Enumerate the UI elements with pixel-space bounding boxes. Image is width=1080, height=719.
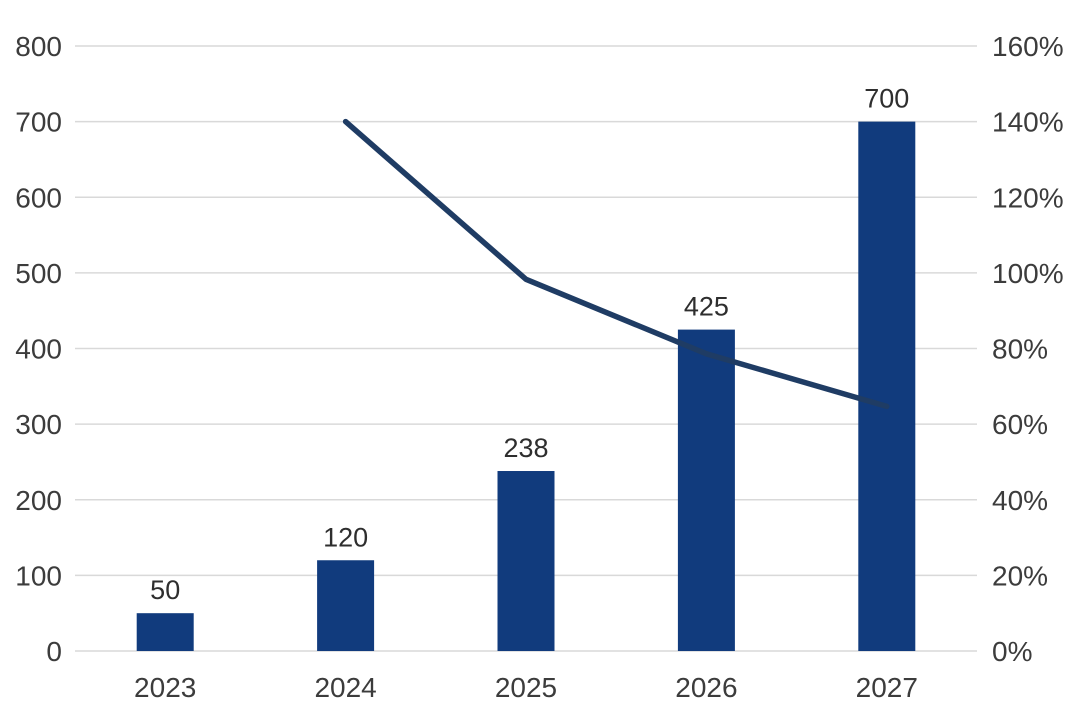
right-axis-tick-label: 100% xyxy=(992,258,1064,289)
bar-value-label: 120 xyxy=(323,522,368,552)
right-axis-tick-label: 120% xyxy=(992,182,1064,213)
bar-2025 xyxy=(497,471,555,651)
left-axis-tick-label: 600 xyxy=(15,182,62,213)
x-axis-label-2026: 2026 xyxy=(675,672,737,703)
x-axis-label-2023: 2023 xyxy=(134,672,196,703)
left-axis-tick-label: 400 xyxy=(15,334,62,365)
bar-2024 xyxy=(317,560,375,651)
right-axis-tick-label: 40% xyxy=(992,485,1048,516)
bar-2026 xyxy=(677,329,735,651)
x-axis-label-2027: 2027 xyxy=(856,672,918,703)
left-axis-tick-label: 500 xyxy=(15,258,62,289)
right-axis-tick-label: 0% xyxy=(992,636,1032,667)
left-axis-tick-label: 200 xyxy=(15,485,62,516)
left-axis-tick-label: 100 xyxy=(15,560,62,591)
right-axis-tick-label: 160% xyxy=(992,31,1064,62)
bar-2027 xyxy=(858,121,916,651)
x-axis-label-2024: 2024 xyxy=(314,672,376,703)
left-axis-tick-label: 800 xyxy=(15,31,62,62)
bar-value-label: 238 xyxy=(503,433,548,463)
bar-value-label: 50 xyxy=(150,575,180,605)
right-axis-tick-label: 60% xyxy=(992,409,1048,440)
left-axis-tick-label: 700 xyxy=(15,107,62,138)
right-axis-tick-label: 140% xyxy=(992,107,1064,138)
bar-2023 xyxy=(136,613,194,651)
left-axis-tick-label: 0 xyxy=(46,636,62,667)
bar-value-label: 700 xyxy=(864,84,909,114)
right-axis-tick-label: 80% xyxy=(992,334,1048,365)
bar-value-label: 425 xyxy=(684,292,729,322)
left-axis-tick-label: 300 xyxy=(15,409,62,440)
x-axis-label-2025: 2025 xyxy=(495,672,557,703)
growth-rate-line xyxy=(342,118,890,410)
right-axis-tick-label: 20% xyxy=(992,560,1048,591)
